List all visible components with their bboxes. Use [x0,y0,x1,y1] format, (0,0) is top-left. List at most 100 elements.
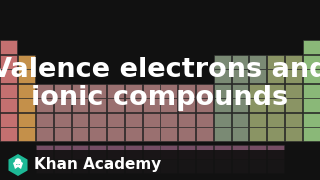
Bar [249,55,266,69]
Bar [143,145,160,159]
Bar [160,98,177,112]
Bar [89,98,106,112]
Bar [196,145,213,159]
Bar [303,55,320,69]
Bar [267,159,284,173]
Bar [125,127,142,141]
Bar [71,145,89,159]
Bar [71,159,89,173]
Bar [71,98,89,112]
Bar [178,159,195,173]
Bar [249,98,266,112]
Bar [196,159,213,173]
Bar [214,159,231,173]
Bar [303,98,320,112]
Bar [303,84,320,98]
Bar [160,145,177,159]
Bar [107,159,124,173]
Bar [267,84,284,98]
Bar [249,145,266,159]
Bar [143,159,160,173]
Bar [303,113,320,127]
Bar [214,69,231,83]
Bar [89,127,106,141]
Bar [231,145,249,159]
Bar [160,84,177,98]
Bar [54,159,71,173]
Bar [54,98,71,112]
Bar [249,84,266,98]
Bar [36,84,53,98]
Bar [178,113,195,127]
Bar [267,145,284,159]
Bar [143,84,160,98]
Text: Valence electrons and: Valence electrons and [0,57,320,83]
Bar [231,159,249,173]
Bar [249,113,266,127]
Bar [0,150,320,180]
Bar [54,84,71,98]
Bar [107,98,124,112]
Bar [178,98,195,112]
Bar [214,145,231,159]
Bar [54,145,71,159]
Text: Khan Academy: Khan Academy [34,158,161,172]
Bar [125,84,142,98]
Bar [231,55,249,69]
Bar [249,159,266,173]
Bar [303,69,320,83]
Bar [143,98,160,112]
Bar [0,113,17,127]
Bar [125,159,142,173]
Bar [267,55,284,69]
Bar [214,98,231,112]
Bar [36,127,53,141]
Bar [18,69,35,83]
Bar [89,159,106,173]
Bar [0,0,320,40]
Bar [303,40,320,54]
Bar [54,113,71,127]
Bar [196,113,213,127]
Bar [214,55,231,69]
Bar [18,113,35,127]
Bar [107,84,124,98]
Bar [231,113,249,127]
Bar [36,145,53,159]
Bar [178,145,195,159]
Bar [267,127,284,141]
Bar [285,55,302,69]
Bar [125,113,142,127]
Bar [107,145,124,159]
Polygon shape [13,161,23,169]
Bar [71,113,89,127]
Bar [196,127,213,141]
Bar [231,69,249,83]
Bar [36,98,53,112]
Bar [214,127,231,141]
Bar [160,159,177,173]
Bar [0,84,17,98]
Bar [143,127,160,141]
Text: ionic compounds: ionic compounds [31,85,289,111]
Bar [231,84,249,98]
Bar [267,69,284,83]
Bar [285,113,302,127]
Circle shape [15,159,20,164]
Polygon shape [8,154,28,176]
Bar [267,98,284,112]
Bar [107,127,124,141]
Bar [303,127,320,141]
Bar [249,69,266,83]
Bar [0,55,17,69]
Bar [0,127,17,141]
Bar [0,40,17,54]
Bar [89,113,106,127]
Bar [249,127,266,141]
Bar [143,113,160,127]
Bar [267,113,284,127]
Bar [196,84,213,98]
Bar [71,84,89,98]
Bar [285,69,302,83]
Bar [285,127,302,141]
